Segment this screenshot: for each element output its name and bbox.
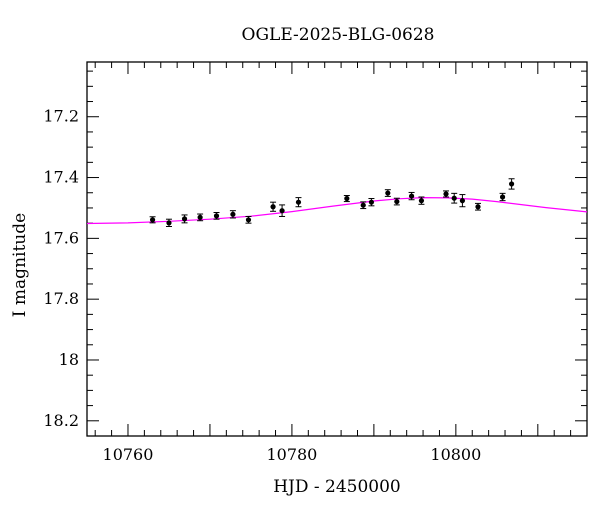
point-marker (197, 214, 203, 220)
data-point (343, 194, 350, 203)
y-tick-label: 17.2 (43, 107, 79, 126)
x-tick-label: 10780 (266, 445, 317, 464)
data-point (279, 204, 286, 217)
data-point (295, 197, 302, 208)
y-tick-label: 18 (59, 350, 79, 369)
chart-title: OGLE-2025-BLG-0628 (242, 25, 435, 45)
x-axis-label: HJD - 2450000 (273, 477, 401, 497)
x-tick-label: 10760 (103, 445, 154, 464)
data-point (459, 194, 466, 208)
data-point (245, 215, 252, 224)
y-tick-label: 17.8 (43, 289, 79, 308)
data-point (197, 213, 204, 222)
data-points-layer (149, 178, 515, 227)
data-point (165, 218, 172, 227)
y-tick-label: 17.4 (43, 168, 79, 187)
y-axis-label: I magnitude (10, 213, 30, 317)
point-marker (451, 195, 457, 201)
point-marker (418, 198, 425, 204)
point-marker (368, 199, 375, 205)
point-marker (385, 190, 391, 196)
tick-labels: 10760 10780 10800 17.2 17.4 17.6 17.8 18 18.2 (43, 107, 481, 464)
model-curve-layer (86, 196, 588, 225)
data-point (213, 212, 220, 220)
plot-frame (86, 61, 588, 437)
data-point (508, 178, 515, 190)
point-marker (295, 199, 302, 205)
point-marker (230, 211, 236, 217)
data-point (270, 201, 277, 212)
y-tick-label: 18.2 (43, 411, 79, 430)
point-marker (408, 193, 415, 199)
point-marker (344, 195, 350, 202)
point-marker (508, 181, 515, 187)
point-marker (360, 202, 366, 208)
point-marker (149, 217, 156, 223)
point-marker (270, 204, 276, 210)
model-curve (86, 196, 588, 225)
data-point (474, 202, 481, 211)
point-marker (459, 198, 466, 204)
point-marker (245, 217, 252, 223)
data-point (368, 198, 375, 207)
point-marker (279, 208, 285, 214)
point-marker (394, 198, 400, 205)
data-point (443, 190, 450, 198)
data-point (149, 216, 156, 224)
y-tick-label: 17.6 (43, 228, 79, 247)
point-marker (475, 204, 481, 210)
data-point (408, 191, 415, 201)
data-point (499, 192, 506, 202)
point-marker (166, 220, 172, 226)
point-marker (443, 191, 449, 197)
data-point (418, 196, 425, 205)
point-marker (499, 194, 506, 200)
data-point (384, 189, 391, 197)
data-point (393, 197, 400, 206)
point-marker (213, 213, 220, 219)
point-marker (181, 216, 188, 222)
data-point (360, 201, 367, 210)
data-point (181, 214, 188, 224)
axis-ticks (87, 62, 588, 437)
x-tick-label: 10800 (430, 445, 481, 464)
data-point (229, 210, 236, 219)
data-point (451, 192, 458, 204)
